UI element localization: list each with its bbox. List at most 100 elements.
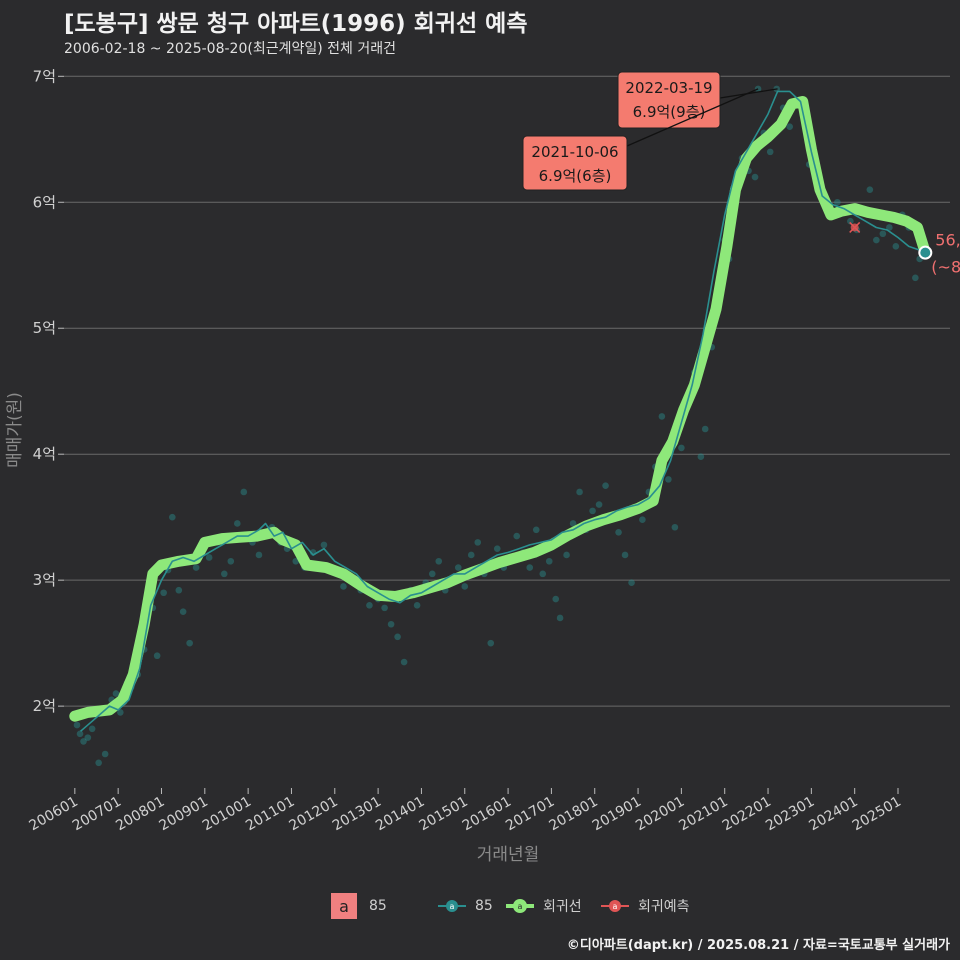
x-tick-label: 202201 bbox=[720, 794, 774, 835]
transaction-point bbox=[227, 557, 235, 565]
transaction-point bbox=[112, 690, 120, 697]
transaction-point bbox=[526, 564, 534, 571]
transaction-point bbox=[366, 602, 373, 609]
y-axis-label: 매매가(원) bbox=[5, 392, 25, 468]
transaction-point bbox=[467, 551, 475, 559]
transaction-point bbox=[394, 633, 401, 641]
annotation-layer: 56,033 (~85㎡) 2022-03-19 6.9억(9층) 2021-10-06… bbox=[522, 71, 960, 277]
transaction-point bbox=[255, 551, 263, 559]
x-tick-label: 201901 bbox=[590, 794, 644, 835]
transaction-point bbox=[658, 413, 666, 420]
legend: a 85 a 85 a 회귀선 a 회귀예측 bbox=[0, 892, 960, 922]
legend-item-regression: a 회귀선 bbox=[505, 892, 582, 920]
legend-forecast-icon: a bbox=[601, 900, 629, 912]
legend-item-forecast: a 회귀예측 bbox=[600, 892, 690, 920]
transaction-point bbox=[88, 725, 96, 733]
x-tick-label: 201601 bbox=[460, 794, 514, 835]
transaction-point bbox=[621, 551, 629, 559]
transaction-point bbox=[556, 614, 564, 622]
transaction-point bbox=[751, 173, 759, 181]
annotation-date: 2022-03-19 bbox=[625, 79, 712, 97]
transaction-point bbox=[563, 551, 570, 559]
transaction-point bbox=[454, 564, 462, 571]
legend-key-a: a bbox=[331, 893, 357, 919]
transaction-point bbox=[628, 579, 635, 586]
x-axis-label: 거래년월 bbox=[477, 845, 540, 865]
page-subtitle: 2006-02-18 ~ 2025-08-20(최근계약일) 전체 거래건 bbox=[64, 41, 396, 57]
svg-text:a: a bbox=[613, 902, 618, 911]
transaction-point bbox=[76, 730, 84, 738]
svg-text:a: a bbox=[518, 902, 523, 911]
end-point bbox=[918, 245, 933, 260]
x-tick-label: 200601 bbox=[27, 794, 81, 835]
x-tick-label: 201401 bbox=[373, 794, 427, 835]
legend-item-area: a 85 bbox=[331, 892, 387, 920]
transaction-point bbox=[428, 570, 436, 578]
legend-line-icon: a bbox=[438, 900, 466, 912]
legend-label-regression: 회귀선 bbox=[543, 899, 582, 915]
transaction-point bbox=[435, 557, 443, 565]
series-line-85 bbox=[79, 90, 926, 732]
y-tick-label: 2억 bbox=[33, 697, 56, 715]
y-tick-label: 6억 bbox=[33, 193, 56, 211]
transaction-point bbox=[205, 554, 213, 561]
transaction-point bbox=[576, 488, 583, 496]
annotation-leader bbox=[626, 88, 759, 147]
end-unit-label: (~85㎡) bbox=[931, 258, 960, 277]
end-value-label: 56,033 bbox=[935, 231, 960, 250]
x-tick-label: 201501 bbox=[416, 794, 470, 835]
transaction-point bbox=[400, 658, 408, 666]
y-tick-label: 4억 bbox=[33, 445, 56, 463]
annotation-date: 2021-10-06 bbox=[531, 143, 618, 161]
y-tick-label: 5억 bbox=[33, 319, 56, 337]
regression-line bbox=[69, 96, 931, 722]
x-tick-label: 202301 bbox=[763, 794, 817, 835]
transaction-point bbox=[786, 123, 793, 130]
transaction-point bbox=[487, 639, 495, 647]
transaction-point bbox=[671, 523, 679, 531]
x-tick-label: 200901 bbox=[157, 794, 211, 835]
transaction-point bbox=[513, 532, 521, 540]
transaction-point bbox=[179, 608, 187, 615]
series-lines bbox=[69, 90, 933, 732]
svg-text:a: a bbox=[450, 902, 455, 911]
legend-regression-icon: a bbox=[506, 899, 534, 913]
grid-layer bbox=[64, 75, 950, 707]
legend-label-forecast: 회귀예측 bbox=[638, 899, 690, 915]
annotation-box bbox=[522, 135, 628, 191]
annotation-value: 6.9억(6층) bbox=[539, 167, 612, 185]
transaction-point bbox=[117, 709, 124, 716]
x-tick-label: 201001 bbox=[200, 794, 254, 835]
transaction-point bbox=[381, 604, 388, 612]
transaction-point bbox=[474, 539, 482, 546]
transaction-point bbox=[589, 507, 596, 515]
transaction-point bbox=[160, 589, 167, 597]
transaction-point bbox=[101, 750, 109, 758]
transaction-point bbox=[595, 501, 603, 508]
x-tick-label: 202101 bbox=[676, 794, 730, 835]
transaction-point bbox=[892, 243, 900, 250]
transaction-point bbox=[615, 528, 622, 536]
transaction-point bbox=[320, 541, 328, 549]
transaction-point bbox=[493, 545, 501, 552]
transaction-point bbox=[539, 570, 547, 578]
transaction-point bbox=[292, 557, 300, 565]
transaction-point bbox=[387, 620, 395, 628]
transaction-point bbox=[84, 734, 92, 741]
transaction-point bbox=[697, 453, 705, 461]
transaction-point bbox=[175, 586, 183, 594]
footer-credit: ©디아파트(dapt.kr) / 2025.08.21 / 자료=국토교통부 실… bbox=[566, 938, 950, 953]
transaction-point bbox=[754, 85, 762, 93]
transaction-point bbox=[73, 721, 81, 729]
forecast-mark bbox=[849, 221, 861, 233]
x-tick-label: 202401 bbox=[806, 794, 860, 835]
x-tick-label: 202001 bbox=[633, 794, 687, 835]
transaction-point bbox=[169, 513, 176, 521]
transaction-point bbox=[340, 583, 347, 590]
y-tick-label: 3억 bbox=[33, 571, 56, 589]
transaction-point bbox=[234, 520, 241, 527]
x-tick-label: 200701 bbox=[70, 794, 124, 835]
transaction-point bbox=[602, 482, 609, 489]
transaction-point bbox=[866, 186, 874, 193]
